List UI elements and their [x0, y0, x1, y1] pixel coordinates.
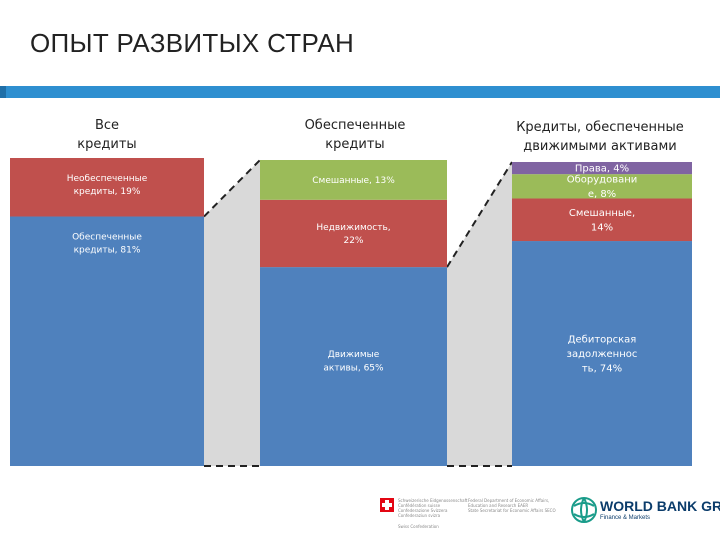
- segment-label-line: задолженнос: [567, 349, 638, 360]
- connector-band: [447, 162, 512, 466]
- column-header-line: Кредиты, обеспеченные: [516, 120, 684, 135]
- segment-label-line: Движимые: [328, 350, 380, 360]
- swiss-text-line: Confédération suisse: [398, 503, 441, 508]
- bar-segment: [260, 160, 447, 200]
- bar-segment: [512, 241, 692, 466]
- segment-label-line: Недвижимость,: [316, 223, 390, 233]
- connector-band: [204, 160, 260, 466]
- swiss-text-line: Confederazione Svizzera: [398, 508, 448, 513]
- column-header-all-loans: Все кредиты: [52, 116, 162, 154]
- segment-label-line: Дебиторская: [568, 335, 637, 346]
- segment-label-line: ть, 74%: [582, 364, 622, 375]
- column-header-secured-loans: Обеспеченные кредиты: [270, 116, 440, 154]
- swiss-sub-text: Swiss Confederation: [398, 524, 439, 529]
- world-bank-sub: Finance & Markets: [600, 515, 651, 521]
- swiss-flag-icon: [380, 498, 394, 512]
- swiss-text-line: Schweizerische Eidgenossenschaft: [398, 498, 468, 503]
- accent-bar: [0, 86, 720, 98]
- segment-label: Движимые активы, 65%: [323, 350, 384, 373]
- segment-label: Права, 4%: [575, 164, 629, 175]
- segment-label: Дебиторская задолженнос ть, 74%: [567, 335, 638, 375]
- segment-label-line: е, 8%: [588, 189, 616, 200]
- segment-label-line: Необеспеченные: [67, 174, 148, 184]
- footer-logos: Schweizerische Eidgenossenschaft Confédér…: [380, 496, 720, 536]
- segment-label: Оборудовани е, 8%: [567, 175, 638, 201]
- column-header-movable-asset-loans: Кредиты, обеспеченные движимыми активами: [490, 118, 710, 156]
- segment-label-line: Оборудовани: [567, 175, 638, 186]
- column-header-line: Обеспеченные: [304, 118, 406, 133]
- segment-label-line: кредиты, 81%: [74, 246, 141, 256]
- column-header-line: движимыми активами: [523, 139, 677, 154]
- column-header-line: кредиты: [77, 137, 137, 152]
- bar-segment: [512, 174, 692, 199]
- world-bank-globe-icon: [571, 497, 597, 523]
- bar-segment: [10, 216, 204, 466]
- column-header-line: кредиты: [325, 137, 385, 152]
- world-bank-name: WORLD BANK GROUP: [600, 498, 720, 514]
- slide-title: ОПЫТ РАЗВИТЫХ СТРАН: [30, 28, 355, 58]
- seco-text-line: State Secretariat for Economic Affairs S…: [468, 508, 556, 513]
- bar-segment: [260, 199, 447, 268]
- bar-segment: [10, 158, 204, 217]
- connector-dash-top: [446, 161, 513, 268]
- segment-label-line: 22%: [343, 236, 363, 246]
- segment-label-line: 14%: [591, 223, 613, 234]
- accent-bar-cap: [0, 86, 6, 98]
- segment-label-line: Права, 4%: [575, 164, 629, 175]
- bar-segment: [512, 162, 692, 175]
- seco-text-line: Education and Research EAER: [468, 503, 529, 508]
- segment-label: Необеспеченные кредиты, 19%: [67, 174, 148, 197]
- segment-label: Смешанные, 13%: [312, 176, 395, 186]
- segment-label-line: Обеспеченные: [72, 233, 142, 243]
- segment-label: Обеспеченные кредиты, 81%: [72, 233, 142, 256]
- segment-label-line: Смешанные,: [569, 208, 635, 219]
- bar-segment: [512, 198, 692, 242]
- segment-label-line: Смешанные, 13%: [312, 176, 395, 186]
- segment-label: Смешанные, 14%: [569, 208, 635, 234]
- segment-label: Недвижимость, 22%: [316, 223, 390, 246]
- bar-segment: [260, 267, 447, 466]
- column-header-line: Все: [94, 118, 120, 133]
- connector-dash-top: [203, 159, 261, 218]
- segment-label-line: кредиты, 19%: [74, 187, 141, 197]
- swiss-text-line: Confederaziun svizra: [398, 513, 441, 518]
- seco-text-line: Federal Department of Economic Affairs,: [468, 498, 550, 503]
- segment-label-line: активы, 65%: [323, 363, 384, 373]
